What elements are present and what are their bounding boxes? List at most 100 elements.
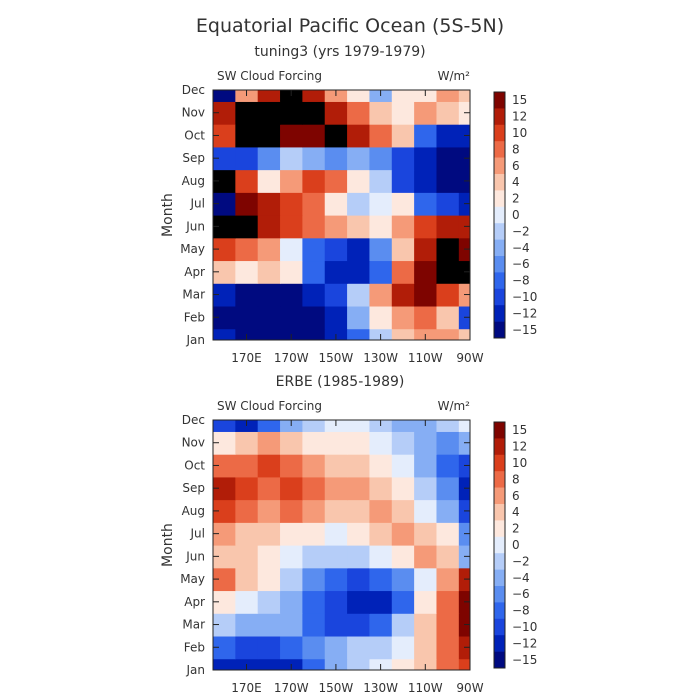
heatmap-cell bbox=[436, 283, 460, 307]
heatmap-cell bbox=[369, 169, 393, 193]
colorbar-swatch bbox=[494, 536, 505, 554]
heatmap-cell bbox=[324, 590, 348, 614]
heatmap-cell bbox=[391, 305, 415, 330]
heatmap-cell bbox=[391, 260, 415, 284]
colorbar-label: 10 bbox=[512, 456, 527, 470]
heatmap-cell bbox=[302, 431, 326, 455]
heatmap-cell bbox=[347, 169, 371, 193]
heatmap-cell bbox=[436, 169, 460, 193]
colorbar-swatch bbox=[494, 618, 505, 636]
heatmap-cell bbox=[213, 101, 236, 125]
heatmap-cell bbox=[458, 328, 470, 340]
panel-subtitle: tuning3 (yrs 1979-1979) bbox=[254, 44, 425, 60]
heatmap-cell bbox=[324, 192, 348, 216]
heatmap-cell bbox=[436, 215, 460, 239]
heatmap-cell bbox=[302, 522, 326, 546]
colorbar-swatch bbox=[494, 141, 505, 158]
heatmap-cell bbox=[324, 215, 348, 239]
heatmap-cell bbox=[280, 522, 303, 546]
heatmap-cell bbox=[280, 101, 303, 125]
variable-label: SW Cloud Forcing bbox=[217, 399, 322, 413]
heatmap-cell bbox=[414, 260, 438, 284]
heatmap-cell bbox=[414, 124, 438, 148]
heatmap-cell bbox=[213, 260, 236, 284]
heatmap-cell bbox=[324, 260, 348, 284]
colorbar-label: 4 bbox=[512, 175, 520, 189]
heatmap-cell bbox=[235, 522, 259, 546]
heatmap-cell bbox=[280, 590, 303, 614]
x-tick-label: 170W bbox=[274, 681, 309, 695]
colorbar-swatch bbox=[494, 321, 505, 339]
heatmap-cell bbox=[213, 283, 236, 307]
heatmap-cell bbox=[257, 215, 281, 239]
variable-label: SW Cloud Forcing bbox=[217, 69, 322, 83]
heatmap-cells bbox=[213, 90, 470, 340]
colorbar-swatch bbox=[494, 569, 505, 587]
colorbar-swatch bbox=[494, 602, 505, 620]
heatmap-cell bbox=[213, 146, 236, 171]
heatmap-cell bbox=[280, 567, 303, 592]
heatmap-cell bbox=[280, 124, 303, 148]
x-tick-label: 170W bbox=[274, 351, 309, 365]
heatmap-cell bbox=[436, 328, 460, 340]
y-tick-label: Jul bbox=[190, 527, 205, 541]
heatmap-cell bbox=[414, 545, 438, 569]
heatmap-cell bbox=[280, 454, 303, 478]
heatmap-cell bbox=[302, 567, 326, 592]
heatmap-cell bbox=[391, 635, 415, 660]
heatmap-cell bbox=[391, 237, 415, 262]
heatmap-cell bbox=[257, 192, 281, 216]
figure-title: Equatorial Pacific Ocean (5S-5N) bbox=[196, 15, 504, 37]
heatmap-cell bbox=[436, 420, 460, 432]
colorbar-label: −4 bbox=[512, 571, 530, 585]
x-tick-label: 90W bbox=[456, 681, 483, 695]
heatmap-cell bbox=[391, 90, 415, 102]
heatmap-cell bbox=[458, 658, 470, 670]
colorbar-swatch bbox=[494, 206, 505, 224]
colorbar-swatch bbox=[494, 553, 505, 570]
heatmap-cell bbox=[347, 499, 371, 523]
heatmap-cell bbox=[458, 567, 470, 592]
heatmap-cell bbox=[324, 431, 348, 455]
heatmap-cell bbox=[302, 237, 326, 262]
heatmap-cell bbox=[213, 305, 236, 330]
heatmap-cell bbox=[257, 90, 281, 102]
x-tick-label: 110W bbox=[408, 681, 443, 695]
heatmap-cell bbox=[235, 454, 259, 478]
colorbar-label: −15 bbox=[512, 323, 537, 337]
heatmap-cell bbox=[414, 590, 438, 614]
colorbar-label: 2 bbox=[512, 192, 520, 206]
heatmap-cell bbox=[458, 590, 470, 614]
colorbar-swatch bbox=[494, 438, 505, 456]
heatmap-cell bbox=[302, 101, 326, 125]
heatmap-cell bbox=[347, 237, 371, 262]
heatmap-cell bbox=[213, 431, 236, 455]
heatmap-cell bbox=[213, 169, 236, 193]
heatmap-cell bbox=[414, 192, 438, 216]
heatmap-cell bbox=[414, 146, 438, 171]
heatmap-cell bbox=[302, 499, 326, 523]
heatmap-cell bbox=[324, 101, 348, 125]
heatmap-cell bbox=[391, 283, 415, 307]
panel-subtitle: ERBE (1985-1989) bbox=[276, 374, 405, 390]
heatmap-cell bbox=[436, 124, 460, 148]
heatmap-cell bbox=[213, 124, 236, 148]
heatmap-cell bbox=[458, 169, 470, 193]
colorbar-frame bbox=[493, 421, 506, 669]
heatmap-cell bbox=[235, 283, 259, 307]
heatmap-cell bbox=[369, 305, 393, 330]
units-label: W/m² bbox=[438, 399, 471, 413]
heatmap-cell bbox=[414, 237, 438, 262]
heatmap-cell bbox=[347, 658, 371, 670]
heatmap-cell bbox=[302, 283, 326, 307]
x-tick-label: 90W bbox=[456, 351, 483, 365]
heatmap-cell bbox=[280, 545, 303, 569]
colorbar-label: −2 bbox=[512, 554, 530, 568]
colorbar-label: 15 bbox=[512, 93, 527, 107]
heatmap-cell bbox=[347, 305, 371, 330]
heatmap-cell bbox=[391, 215, 415, 239]
heatmap-cell bbox=[235, 476, 259, 501]
y-tick-label: Sep bbox=[182, 151, 205, 165]
heatmap-cell bbox=[458, 613, 470, 637]
heatmap-cell bbox=[391, 328, 415, 340]
